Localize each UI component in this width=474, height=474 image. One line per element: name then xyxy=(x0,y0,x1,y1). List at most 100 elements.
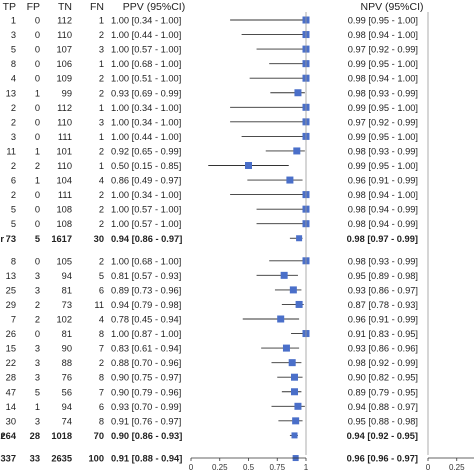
fp-value: 3 xyxy=(35,285,40,295)
fp-value: 33 xyxy=(30,454,40,464)
npv-ci-label: 0.98 [0.93 - 0.99] xyxy=(348,256,418,266)
tn-value: 76 xyxy=(62,373,72,383)
fn-value: 11 xyxy=(94,300,104,310)
ppv-ci-label: 0.94 [0.79 - 0.98] xyxy=(111,300,181,310)
point-estimate xyxy=(291,432,298,439)
ppv-ci-label: 1.00 [0.34 - 1.00] xyxy=(111,16,181,26)
fp-value: 2 xyxy=(35,300,40,310)
table-row: 8 0 105 2 1.00 [0.68 - 1.00] 0.98 [0.93 - 0.9… xyxy=(11,256,418,266)
npv-ci-label: 0.96 [0.91 - 0.99] xyxy=(348,315,418,325)
ppv-ci-label: 1.00 [0.44 - 1.00] xyxy=(111,132,181,142)
table-row: 3 0 110 2 1.00 [0.44 - 1.00] 0.98 [0.94 - 1.0… xyxy=(11,30,418,40)
ppv-ci-label: 0.91 [0.88 - 0.94] xyxy=(111,454,182,464)
tn-value: 56 xyxy=(62,387,72,397)
tp-value: 13 xyxy=(6,88,16,98)
table-row: 2 0 112 1 1.00 [0.34 - 1.00] 0.99 [0.95 - 1.0… xyxy=(11,103,418,113)
table-row: 6 1 104 4 0.86 [0.49 - 0.97] 0.96 [0.91 - 0.9… xyxy=(11,176,418,186)
npv-ci-label: 0.96 [0.96 - 0.97] xyxy=(347,454,418,464)
table-row: 5 0 107 3 1.00 [0.57 - 1.00] 0.97 [0.92 - 0.9… xyxy=(11,45,418,55)
tp-value: 47 xyxy=(6,387,16,397)
ppv-ci-label: 0.91 [0.76 - 0.97] xyxy=(111,416,181,426)
fn-value: 1 xyxy=(99,132,104,142)
fn-value: 1 xyxy=(99,59,104,69)
tp-value: 28 xyxy=(6,373,16,383)
tn-value: 88 xyxy=(62,358,72,368)
tn-value: 90 xyxy=(62,344,72,354)
point-estimate xyxy=(294,402,302,410)
table-row: 22 3 88 2 0.88 [0.70 - 0.96] 0.98 [0.92 - 0.9… xyxy=(6,358,418,368)
npv-ci-label: 0.98 [0.93 - 0.99] xyxy=(348,146,418,156)
ppv-ci-label: 1.00 [0.34 - 1.00] xyxy=(111,103,181,113)
tp-value: 25 xyxy=(6,285,16,295)
table-row: 14 1 94 6 0.93 [0.70 - 0.99] 0.94 [0.88 - 0.9… xyxy=(6,402,418,412)
npv-ci-label: 0.98 [0.94 - 1.00] xyxy=(348,74,418,84)
column-header: NPV (95%CI) xyxy=(360,1,423,13)
fn-value: 2 xyxy=(99,74,104,84)
tn-value: 112 xyxy=(57,103,72,113)
x-tick-label: 1 xyxy=(304,463,309,472)
tp-value: 264 xyxy=(0,431,16,441)
tp-value: 14 xyxy=(6,402,16,412)
table-row: 25 3 81 6 0.89 [0.73 - 0.96] 0.93 [0.86 - 0.9… xyxy=(6,285,418,295)
ppv-ci-label: 1.00 [0.34 - 1.00] xyxy=(111,117,181,127)
tn-value: 81 xyxy=(62,285,72,295)
tp-value: 5 xyxy=(11,45,16,55)
npv-ci-label: 0.98 [0.92 - 0.99] xyxy=(348,358,418,368)
fp-value: 1 xyxy=(35,176,40,186)
npv-ci-label: 0.91 [0.83 - 0.95] xyxy=(348,329,418,339)
fp-value: 3 xyxy=(35,373,40,383)
tn-value: 1018 xyxy=(51,431,72,441)
fp-value: 3 xyxy=(35,416,40,426)
fn-value: 8 xyxy=(99,373,104,383)
npv-ci-label: 0.99 [0.95 - 1.00] xyxy=(348,103,418,113)
fp-value: 5 xyxy=(35,234,40,244)
npv-ci-label: 0.97 [0.92 - 0.99] xyxy=(348,117,418,127)
table-row: 30 3 74 8 0.91 [0.76 - 0.97] 0.95 [0.88 - 0.9… xyxy=(6,416,418,426)
column-header: FP xyxy=(27,1,40,13)
tn-value: 94 xyxy=(62,402,72,412)
tn-value: 111 xyxy=(58,132,72,142)
tp-value: 4 xyxy=(11,74,16,84)
ppv-ci-label: 0.89 [0.73 - 0.96] xyxy=(111,285,181,295)
fn-value: 8 xyxy=(99,416,104,426)
tn-value: 111 xyxy=(58,190,72,200)
tn-value: 107 xyxy=(56,45,72,55)
fp-value: 0 xyxy=(35,219,40,229)
table-row: 13 3 94 5 0.81 [0.57 - 0.93] 0.95 [0.89 - 0.9… xyxy=(6,271,418,281)
npv-ci-label: 0.95 [0.89 - 0.98] xyxy=(348,271,418,281)
fp-value: 0 xyxy=(35,30,40,40)
ppv-ci-label: 1.00 [0.57 - 1.00] xyxy=(111,205,181,215)
tp-value: 8 xyxy=(11,256,16,266)
point-estimate xyxy=(289,286,297,294)
column-header: FN xyxy=(90,1,104,13)
npv-ci-label: 0.98 [0.97 - 0.99] xyxy=(347,234,418,244)
npv-ci-label: 0.99 [0.95 - 1.00] xyxy=(348,59,418,69)
table-row: 4 0 109 2 1.00 [0.51 - 1.00] 0.98 [0.94 - 1.0… xyxy=(11,74,418,84)
tp-value: 3 xyxy=(11,132,16,142)
point-estimate xyxy=(291,373,298,381)
fp-value: 0 xyxy=(35,205,40,215)
tn-value: 73 xyxy=(62,300,72,310)
fn-value: 6 xyxy=(99,402,104,412)
fp-value: 1 xyxy=(35,146,40,156)
npv-tick-label: 0 xyxy=(426,463,431,472)
point-estimate xyxy=(286,176,294,184)
npv-ci-label: 0.96 [0.91 - 0.99] xyxy=(348,176,418,186)
tn-value: 110 xyxy=(57,30,72,40)
npv-ci-label: 0.95 [0.88 - 0.98] xyxy=(348,416,418,426)
table-row: 15 3 90 7 0.83 [0.61 - 0.94] 0.93 [0.86 - 0.9… xyxy=(6,344,418,354)
tp-value: 337 xyxy=(0,454,16,464)
fn-value: 1 xyxy=(99,103,104,113)
fp-value: 1 xyxy=(35,88,40,98)
fp-value: 0 xyxy=(35,74,40,84)
table-row: 5 0 108 2 1.00 [0.57 - 1.00] 0.98 [0.94 - 0.9… xyxy=(11,219,418,229)
npv-ci-label: 0.94 [0.88 - 0.97] xyxy=(348,402,418,412)
column-headers: TP FP TN FN PPV (95%CI) NPV (95%CI) xyxy=(3,1,424,13)
fn-value: 2 xyxy=(99,205,104,215)
npv-ci-label: 0.93 [0.86 - 0.97] xyxy=(348,285,418,295)
x-tick-label: 0 xyxy=(189,463,194,472)
ppv-ci-label: 0.90 [0.86 - 0.93] xyxy=(111,431,182,441)
tp-value: 22 xyxy=(6,358,16,368)
ppv-ci-label: 0.92 [0.65 - 0.99] xyxy=(111,146,181,156)
point-estimate xyxy=(245,162,252,169)
